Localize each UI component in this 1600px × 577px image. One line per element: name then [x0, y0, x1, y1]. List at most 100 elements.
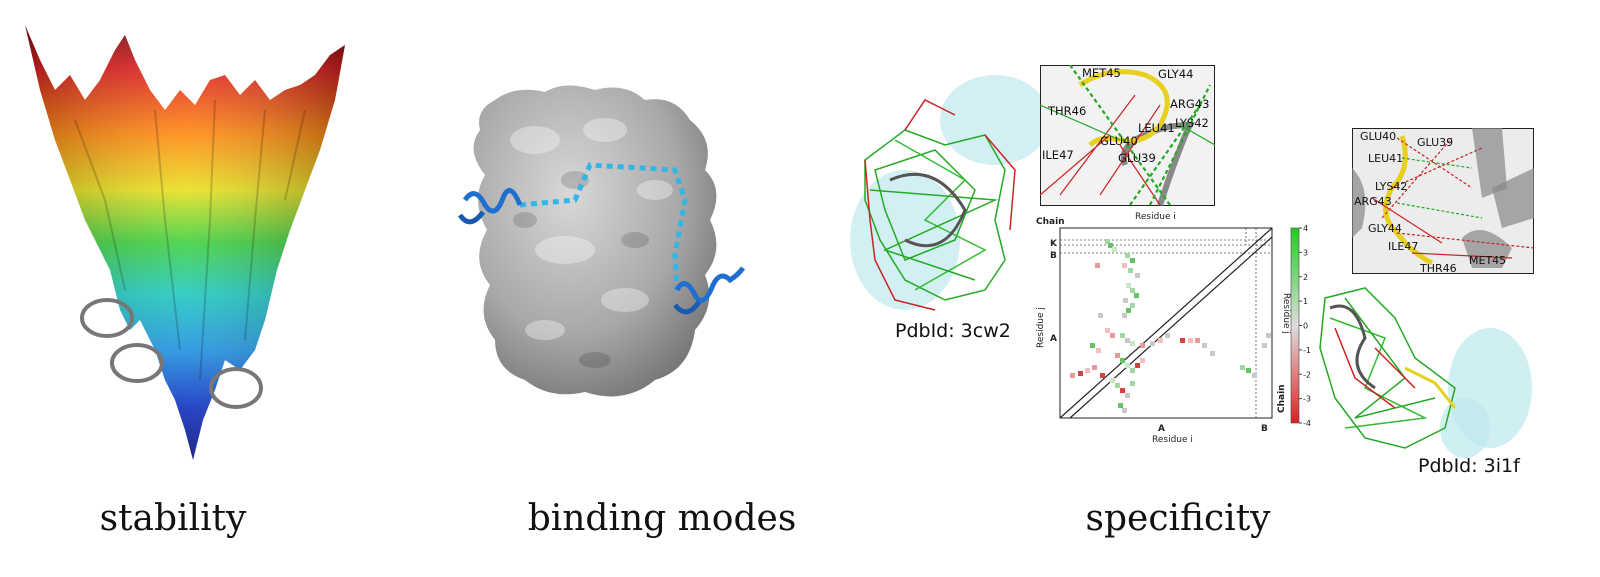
- label-arg43: ARG43: [1170, 97, 1209, 111]
- matrix-ylabel: Residue j: [1036, 307, 1046, 348]
- matrix-cell: [1126, 308, 1131, 313]
- matrix-cell: [1125, 363, 1130, 368]
- matrix-cell: [1134, 293, 1139, 298]
- matrix-cell: [1158, 338, 1163, 343]
- matrix-cell: [1110, 333, 1115, 338]
- inset-right: GLU40 GLU39 LEU41 LYS42 ARG43 GLY44 ILE4…: [1352, 128, 1535, 275]
- peptide-helix-right: [673, 266, 746, 315]
- matrix-chain-label-right: Chain: [1277, 384, 1287, 413]
- label-glu40: GLU40: [1100, 134, 1138, 148]
- matrix-cell: [1130, 288, 1135, 293]
- row-chain-k: K: [1050, 239, 1058, 249]
- matrix-cell: [1098, 313, 1103, 318]
- row-chain-a: A: [1050, 334, 1057, 344]
- matrix-cell: [1118, 403, 1123, 408]
- colorbar-tick-label: -4: [1303, 419, 1311, 428]
- matrix-cell: [1120, 388, 1125, 393]
- matrix-cell: [1135, 273, 1140, 278]
- colorbar-tick-label: 3: [1303, 248, 1308, 257]
- matrix-cell: [1112, 247, 1117, 252]
- colorbar-tick-label: 0: [1303, 322, 1308, 331]
- matrix-cell: [1123, 298, 1128, 303]
- matrix-cell: [1108, 243, 1113, 248]
- pdb-id-3cw2: PdbId: 3cw2: [895, 320, 1011, 342]
- label-r-arg43: ARG43: [1354, 195, 1392, 208]
- col-chain-a: A: [1158, 424, 1165, 434]
- structure-3cw2: [845, 60, 1050, 330]
- pdb-id-3i1f: PdbId: 3i1f: [1418, 455, 1520, 477]
- colorbar-ticks: 4 3 2 1 0 -1 -2 -3 -4: [1299, 224, 1311, 428]
- row-chain-b: B: [1050, 251, 1057, 261]
- label-r-ile47: ILE47: [1388, 240, 1418, 253]
- matrix-cell: [1240, 365, 1245, 370]
- label-lys42: LYS42: [1175, 116, 1209, 130]
- label-r-met45: MET45: [1469, 254, 1506, 267]
- peptide-helix-left: [457, 188, 523, 225]
- matrix-cell: [1165, 333, 1170, 338]
- surface-blob: [473, 85, 717, 397]
- matrix-chain-label: Chain: [1036, 217, 1065, 227]
- energy-landscape: [25, 25, 345, 460]
- contact-network-3i1f: [1319, 287, 1457, 449]
- minimum-circle-3: [209, 367, 263, 409]
- colorbar-tick-label: 1: [1303, 297, 1308, 306]
- matrix-cell: [1130, 341, 1135, 346]
- matrix-cell: [1105, 328, 1110, 333]
- label-r-gly44: GLY44: [1368, 222, 1402, 235]
- matrix-cell: [1122, 263, 1127, 268]
- caption-binding-modes: binding modes: [527, 498, 797, 539]
- matrix-cell: [1252, 373, 1257, 378]
- matrix-cell: [1115, 383, 1120, 388]
- label-r-leu41: LEU41: [1368, 152, 1403, 165]
- matrix-cell: [1180, 338, 1185, 343]
- colorbar-tick-label: 4: [1303, 224, 1308, 233]
- matrix-cell: [1266, 333, 1271, 338]
- backbone-yellow-right: [1383, 135, 1434, 266]
- matrix-cell: [1140, 358, 1145, 363]
- matrix-ylabel-right: Residue j: [1281, 293, 1291, 334]
- matrix-cell: [1105, 239, 1110, 244]
- colorbar-gradient: [1290, 227, 1300, 424]
- label-r-thr46: THR46: [1419, 262, 1457, 274]
- contact-network-3cw2: [864, 99, 1016, 311]
- col-chain-b: B: [1261, 424, 1268, 434]
- label-ile47: ILE47: [1042, 148, 1074, 162]
- caption-stability: stability: [99, 498, 247, 539]
- matrix-cell: [1090, 343, 1095, 348]
- matrix-cell: [1110, 378, 1115, 383]
- matrix-cell: [1115, 353, 1120, 358]
- matrix-cell: [1140, 343, 1145, 348]
- matrix-cell: [1135, 363, 1140, 368]
- label-gly44: GLY44: [1158, 67, 1193, 81]
- matrix-cell: [1096, 348, 1101, 353]
- inset-top: MET45 GLY44 THR46 ARG43 LYS42 LEU41 GLU4…: [1039, 64, 1216, 223]
- matrix-cell: [1246, 368, 1251, 373]
- matrix-cell: [1210, 351, 1215, 356]
- label-r-glu39: GLU39: [1417, 136, 1453, 149]
- matrix-cell: [1100, 373, 1105, 378]
- inset-top-axis: Residue i: [1135, 212, 1176, 222]
- colorbar-tick-label: -1: [1303, 346, 1311, 355]
- matrix-cell: [1262, 343, 1267, 348]
- contact-matrix: Chain K B A A B Residue i Residue j Resi…: [1036, 217, 1291, 445]
- binding-path-dashed: [519, 162, 688, 291]
- matrix-cell: [1130, 258, 1135, 263]
- label-thr46: THR46: [1047, 104, 1086, 118]
- matrix-cell: [1122, 313, 1127, 318]
- colorbar-tick-label: 2: [1303, 273, 1308, 282]
- matrix-cell: [1128, 268, 1133, 273]
- backbone-yellow-top: [1078, 69, 1170, 147]
- matrix-cell: [1130, 368, 1135, 373]
- label-glu39: GLU39: [1118, 151, 1156, 165]
- colorbar-tick-label: -3: [1303, 395, 1311, 404]
- matrix-cell: [1092, 365, 1097, 370]
- matrix-cells: [1070, 239, 1271, 413]
- matrix-cell: [1085, 368, 1090, 373]
- binding-modes-panel: [455, 80, 746, 410]
- matrix-cell: [1126, 283, 1131, 288]
- label-r-lys42: LYS42: [1375, 180, 1407, 193]
- matrix-cell: [1130, 303, 1135, 308]
- matrix-cell: [1122, 408, 1127, 413]
- protein-surface: [457, 85, 746, 397]
- matrix-cell: [1195, 338, 1200, 343]
